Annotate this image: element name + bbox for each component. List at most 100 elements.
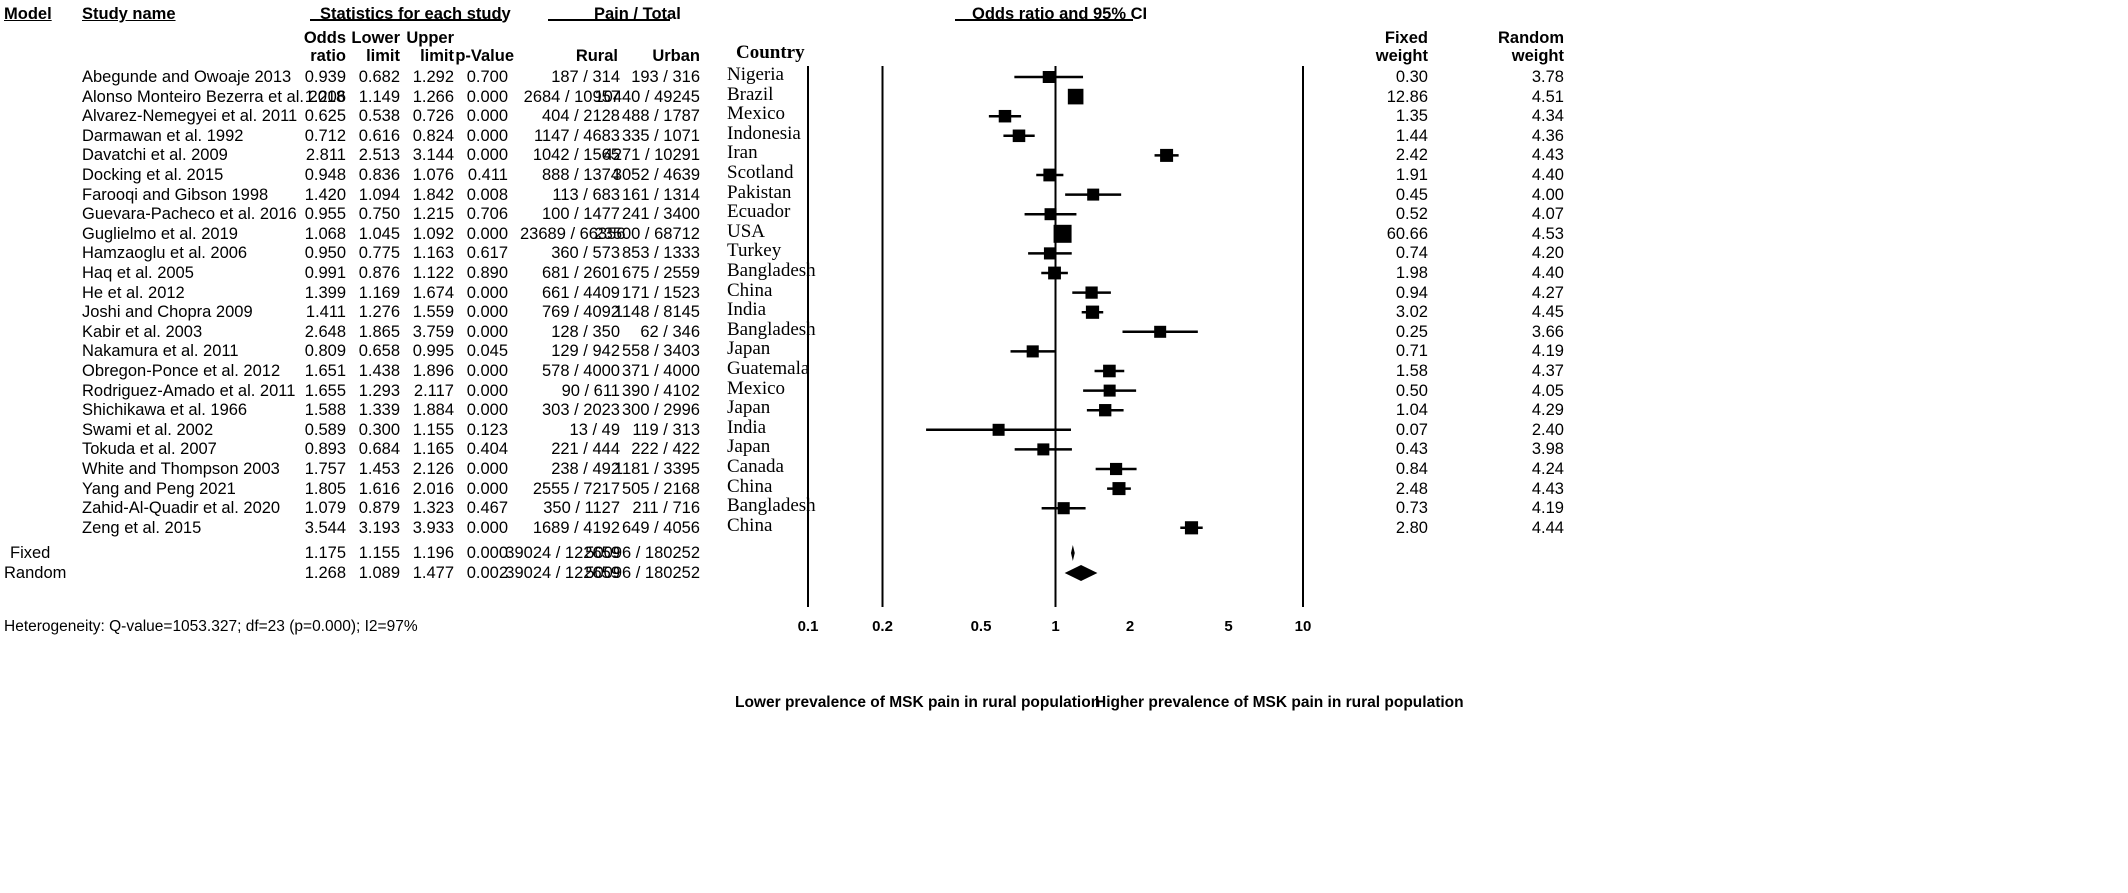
row-fixed-weight: 60.66 — [1386, 224, 1428, 243]
row-upper-limit: 2.117 — [413, 381, 454, 400]
row-fixed-weight: 1.35 — [1395, 107, 1428, 126]
row-upper-limit: 0.995 — [412, 342, 454, 361]
row-rural-count: 303 / 2023 — [542, 401, 620, 420]
point-estimate-box — [1037, 443, 1050, 456]
col-header-lower-2: limit — [366, 47, 400, 65]
col-header-lower-1: Lower — [351, 29, 400, 47]
row-lower-limit: 0.682 — [358, 68, 400, 86]
row-rural-count: 238 / 492 — [551, 460, 620, 478]
row-p-value: 0.467 — [466, 499, 508, 518]
row-lower-limit: 1.276 — [358, 303, 400, 322]
row-fixed-weight: 0.84 — [1395, 460, 1428, 478]
row-fixed-weight: 1.98 — [1395, 264, 1428, 282]
row-urban-count: 211 / 716 — [632, 499, 700, 518]
col-header-upper-2: limit — [420, 47, 454, 65]
row-rural-count: 681 / 2601 — [542, 264, 620, 282]
row-lower-limit: 0.876 — [358, 264, 400, 282]
row-p-value: 0.000 — [466, 322, 508, 341]
row-urban-count: 488 / 1787 — [622, 107, 700, 126]
col-header-odds-ratio-1: Odds — [303, 29, 346, 47]
row-study-name: Haq et al. 2005 — [82, 264, 194, 282]
row-upper-limit: 1.155 — [412, 420, 454, 439]
row-random-weight: 4.29 — [1531, 401, 1564, 420]
row-urban-count: 371 / 4000 — [622, 362, 700, 380]
x-tick-label: 0.1 — [798, 618, 819, 635]
point-estimate-box — [1099, 404, 1112, 417]
row-rural-count: 661 / 4409 — [542, 283, 620, 302]
row-urban-count: 300 / 2996 — [622, 401, 700, 420]
row-country: Nigeria — [727, 64, 784, 85]
row-upper-limit: 3.759 — [412, 322, 454, 341]
row-random-weight: 4.51 — [1531, 87, 1564, 106]
row-p-value: 0.411 — [467, 166, 508, 184]
row-odds-ratio: 1.411 — [305, 303, 346, 322]
point-estimate-box — [1043, 168, 1057, 182]
row-p-value: 0.890 — [466, 264, 508, 282]
row-odds-ratio: 0.950 — [304, 244, 346, 263]
row-country: Canada — [727, 456, 784, 477]
row-p-value: 0.008 — [466, 185, 508, 204]
row-upper-limit: 1.266 — [412, 87, 454, 106]
group-header-statistics: Statistics for each study — [320, 5, 511, 23]
row-country: Bangladesh — [727, 495, 816, 517]
row-study-name: Zeng et al. 2015 — [82, 518, 202, 537]
row-urban-count: 1181 / 3395 — [614, 460, 700, 478]
row-rural-count: 23689 / 66356 — [520, 224, 626, 243]
row-study-name: Zahid-Al-Quadir et al. 2020 — [82, 499, 281, 518]
row-rural-count: 360 / 573 — [551, 244, 620, 263]
row-urban-count: 161 / 1314 — [622, 185, 700, 204]
point-estimate-box — [1112, 482, 1126, 496]
row-fixed-weight: 1.91 — [1395, 166, 1428, 184]
row-urban-count: 649 / 4056 — [622, 518, 700, 537]
row-study-name: White and Thompson 2003 — [82, 460, 280, 478]
row-random-weight: 4.43 — [1531, 146, 1564, 165]
summary-lower-limit: 1.089 — [358, 564, 400, 582]
row-odds-ratio: 0.712 — [304, 126, 346, 145]
row-lower-limit: 0.775 — [358, 244, 400, 263]
row-study-name: Guglielmo et al. 2019 — [82, 224, 238, 243]
row-odds-ratio: 1.068 — [304, 224, 346, 243]
row-random-weight: 4.34 — [1531, 107, 1564, 126]
row-fixed-weight: 1.44 — [1395, 126, 1428, 145]
summary-p-value: 0.000 — [466, 544, 508, 562]
group-header-odds-ratio: Odds ratio and 95% CI — [972, 5, 1148, 23]
row-study-name: Hamzaoglu et al. 2006 — [82, 244, 248, 263]
row-rural-count: 221 / 444 — [551, 440, 620, 459]
row-country: Turkey — [727, 240, 782, 262]
row-study-name: He et al. 2012 — [82, 283, 185, 302]
row-p-value: 0.000 — [466, 460, 508, 478]
row-fixed-weight: 0.50 — [1395, 381, 1428, 400]
row-fixed-weight: 2.48 — [1395, 479, 1428, 498]
right-direction-label: Higher prevalence of MSK pain in rural p… — [1095, 694, 1464, 711]
row-upper-limit: 1.215 — [412, 205, 454, 224]
row-p-value: 0.000 — [466, 479, 508, 498]
row-lower-limit: 0.538 — [358, 107, 400, 126]
row-rural-count: 404 / 2128 — [542, 107, 620, 126]
col-header-study-name: Study name — [82, 5, 176, 23]
point-estimate-box — [1103, 364, 1116, 378]
col-header-country: Country — [736, 42, 805, 63]
row-random-weight: 4.07 — [1531, 205, 1564, 224]
row-odds-ratio: 1.651 — [304, 362, 346, 380]
row-p-value: 0.000 — [466, 401, 508, 420]
row-rural-count: 2684 / 10957 — [523, 87, 620, 106]
summary-odds-ratio: 1.175 — [304, 544, 346, 562]
point-estimate-box — [1154, 325, 1167, 338]
row-odds-ratio: 1.399 — [304, 283, 346, 302]
row-p-value: 0.700 — [466, 68, 508, 86]
row-fixed-weight: 0.73 — [1395, 499, 1428, 518]
group-underline-statistics — [310, 19, 502, 21]
row-upper-limit: 1.884 — [412, 401, 454, 420]
row-fixed-weight: 3.02 — [1395, 303, 1428, 322]
row-lower-limit: 0.684 — [358, 440, 400, 459]
row-study-name: Alonso Monteiro Bezerra et al. 2018 — [82, 87, 346, 106]
summary-rural-count: 39024 / 122659 — [505, 564, 620, 582]
col-header-fixed-weight-1: Fixed — [1384, 29, 1428, 47]
summary-odds-ratio: 1.268 — [304, 564, 346, 582]
row-rural-count: 888 / 1374 — [542, 166, 620, 184]
row-p-value: 0.000 — [466, 146, 508, 165]
row-fixed-weight: 2.80 — [1395, 518, 1428, 537]
summary-diamond-fixed — [1070, 545, 1075, 561]
row-p-value: 0.000 — [466, 362, 508, 380]
row-lower-limit: 1.045 — [358, 224, 400, 243]
